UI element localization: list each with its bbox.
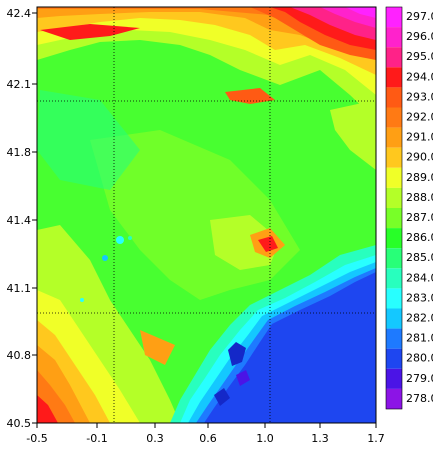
colorbar-label: 297.0 <box>406 10 433 23</box>
colorbar-swatch <box>386 228 402 249</box>
colorbar-label: 280.0 <box>406 352 433 365</box>
y-tick-label: 40.8 <box>7 349 32 362</box>
colorbar-swatch <box>386 288 402 309</box>
x-axis: -0.5 -0.1 0.3 0.6 1.0 1.3 1.7 <box>26 423 385 445</box>
colorbar-label: 291.0 <box>406 131 433 144</box>
colorbar-swatch <box>386 248 402 269</box>
colorbar-label: 287.0 <box>406 211 433 224</box>
plot-frame <box>36 6 377 424</box>
colorbar-swatch <box>386 127 402 148</box>
colorbar-swatch <box>386 348 402 369</box>
graticule <box>37 7 376 423</box>
colorbar-label: 290.0 <box>406 151 433 164</box>
colorbar-swatch <box>386 308 402 329</box>
colorbar-swatch <box>386 268 402 289</box>
colorbar-swatch <box>386 147 402 168</box>
y-tick-label: 41.4 <box>7 214 32 227</box>
colorbar-frame <box>385 6 403 410</box>
colorbar-label: 295.0 <box>406 50 433 63</box>
colorbar-label: 286.0 <box>406 231 433 244</box>
y-axis: 42.4 42.1 41.8 41.4 41.1 40.8 40.5 <box>7 7 37 430</box>
colorbar-label: 283.0 <box>406 291 433 304</box>
colorbar-swatch <box>386 368 402 389</box>
x-tick-label: 1.3 <box>311 432 329 445</box>
colorbar-label: 285.0 <box>406 251 433 264</box>
x-tick-label: 0.3 <box>146 432 164 445</box>
colorbar-label: 282.0 <box>406 312 433 325</box>
y-tick-label: 41.1 <box>7 282 32 295</box>
x-tick-label: 1.0 <box>256 432 274 445</box>
y-tick-label: 41.8 <box>7 146 32 159</box>
colorbar-label: 293.0 <box>406 90 433 103</box>
x-tick-label: 1.7 <box>367 432 385 445</box>
colorbar-swatch <box>386 388 402 409</box>
colorbar-label: 279.0 <box>406 372 433 385</box>
colorbar: 297.0 296.0 295.0 294.0 293.0 292.0 291.0 290.0… <box>385 6 433 410</box>
x-tick-label: 0.6 <box>199 432 217 445</box>
y-tick-label: 42.4 <box>7 7 32 20</box>
x-tick-label: -0.1 <box>86 432 107 445</box>
colorbar-label: 292.0 <box>406 111 433 124</box>
colorbar-swatch <box>386 107 402 128</box>
colorbar-swatch <box>386 328 402 349</box>
colorbar-label: 294.0 <box>406 70 433 83</box>
x-tick-label: -0.5 <box>26 432 47 445</box>
colorbar-swatch <box>386 7 402 28</box>
colorbar-label: 278.0 <box>406 392 433 405</box>
temperature-field <box>37 7 376 423</box>
colorbar-swatch <box>386 208 402 229</box>
y-tick-label: 42.1 <box>7 78 32 91</box>
colorbar-label: 296.0 <box>406 30 433 43</box>
colorbar-label: 281.0 <box>406 332 433 345</box>
colorbar-label: 288.0 <box>406 191 433 204</box>
colorbar-swatch <box>386 167 402 188</box>
colorbar-swatch <box>386 27 402 48</box>
colorbar-swatch <box>386 187 402 208</box>
colorbar-swatch <box>386 67 402 88</box>
colorbar-swatch <box>386 47 402 68</box>
colorbar-swatch <box>386 87 402 108</box>
colorbar-label: 289.0 <box>406 171 433 184</box>
colorbar-label: 284.0 <box>406 271 433 284</box>
y-tick-label: 40.5 <box>7 417 32 430</box>
